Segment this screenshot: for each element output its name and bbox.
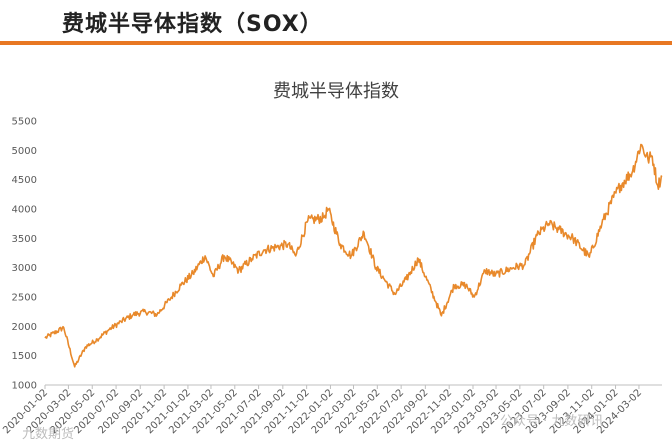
y-tick-label: 3500 (12, 234, 37, 245)
y-tick-label: 5500 (12, 117, 37, 128)
y-tick-label: 2500 (12, 293, 37, 304)
chart-title: 费城半导体指数 (273, 81, 399, 102)
slide-title: 费城半导体指数（SOX） (62, 12, 323, 37)
watermark-right: 公众号 · 九数研讯 (500, 414, 603, 429)
y-tick-label: 3000 (12, 263, 37, 274)
y-axis: 1000 1500 2000 2500 3000 3500 4000 4500 5000 5500 (12, 117, 37, 392)
y-tick-label: 2000 (12, 322, 37, 333)
y-tick-label: 1500 (12, 351, 37, 362)
series-line (44, 143, 663, 368)
y-tick-label: 1000 (12, 381, 37, 392)
y-tick-label: 5000 (12, 146, 37, 157)
y-tick-label: 4000 (12, 205, 37, 216)
title-accent-rule (0, 41, 672, 45)
watermark-left: 九数期货 (22, 426, 74, 442)
y-tick-label: 4500 (12, 175, 37, 186)
